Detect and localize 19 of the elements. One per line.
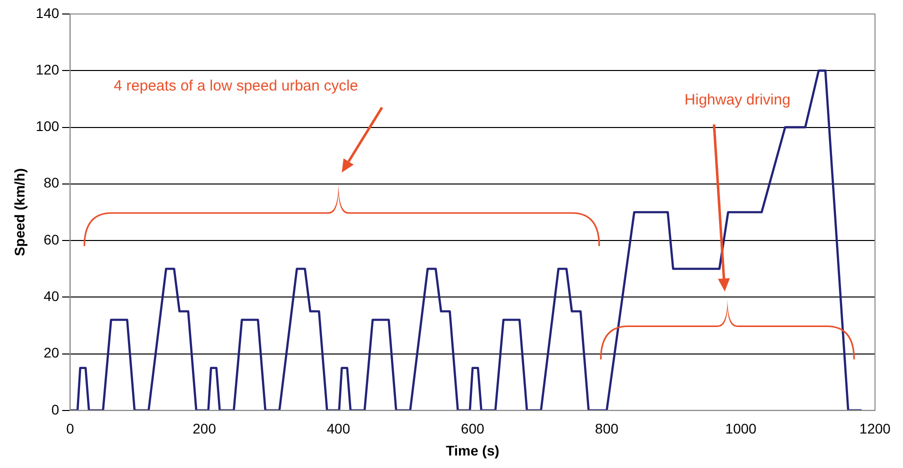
y-tick-label: 140: [36, 4, 60, 21]
annotation: Highway driving: [684, 92, 790, 109]
y-tick-label: 0: [51, 401, 60, 418]
y-tick-label: 120: [36, 61, 60, 78]
y-tick-label: 60: [44, 231, 60, 248]
x-tick-label: 600: [460, 420, 484, 437]
y-tick-label: 100: [36, 118, 60, 134]
x-tick-label: 400: [326, 420, 350, 437]
x-tick-label: 1200: [859, 420, 891, 437]
x-tick-label: 800: [595, 420, 619, 437]
y-tick-label: 80: [44, 174, 60, 191]
y-tick-label: 20: [44, 344, 60, 361]
annotation: 4 repeats of a low speed urban cycle: [114, 77, 358, 94]
y-axis-title: Speed (km/h): [11, 168, 28, 256]
x-tick-label: 200: [192, 420, 216, 437]
y-tick-label: 40: [44, 288, 60, 304]
x-axis-title: Time (s): [446, 442, 500, 458]
x-tick-label: 0: [66, 420, 74, 437]
x-tick-label: 1000: [725, 420, 757, 437]
